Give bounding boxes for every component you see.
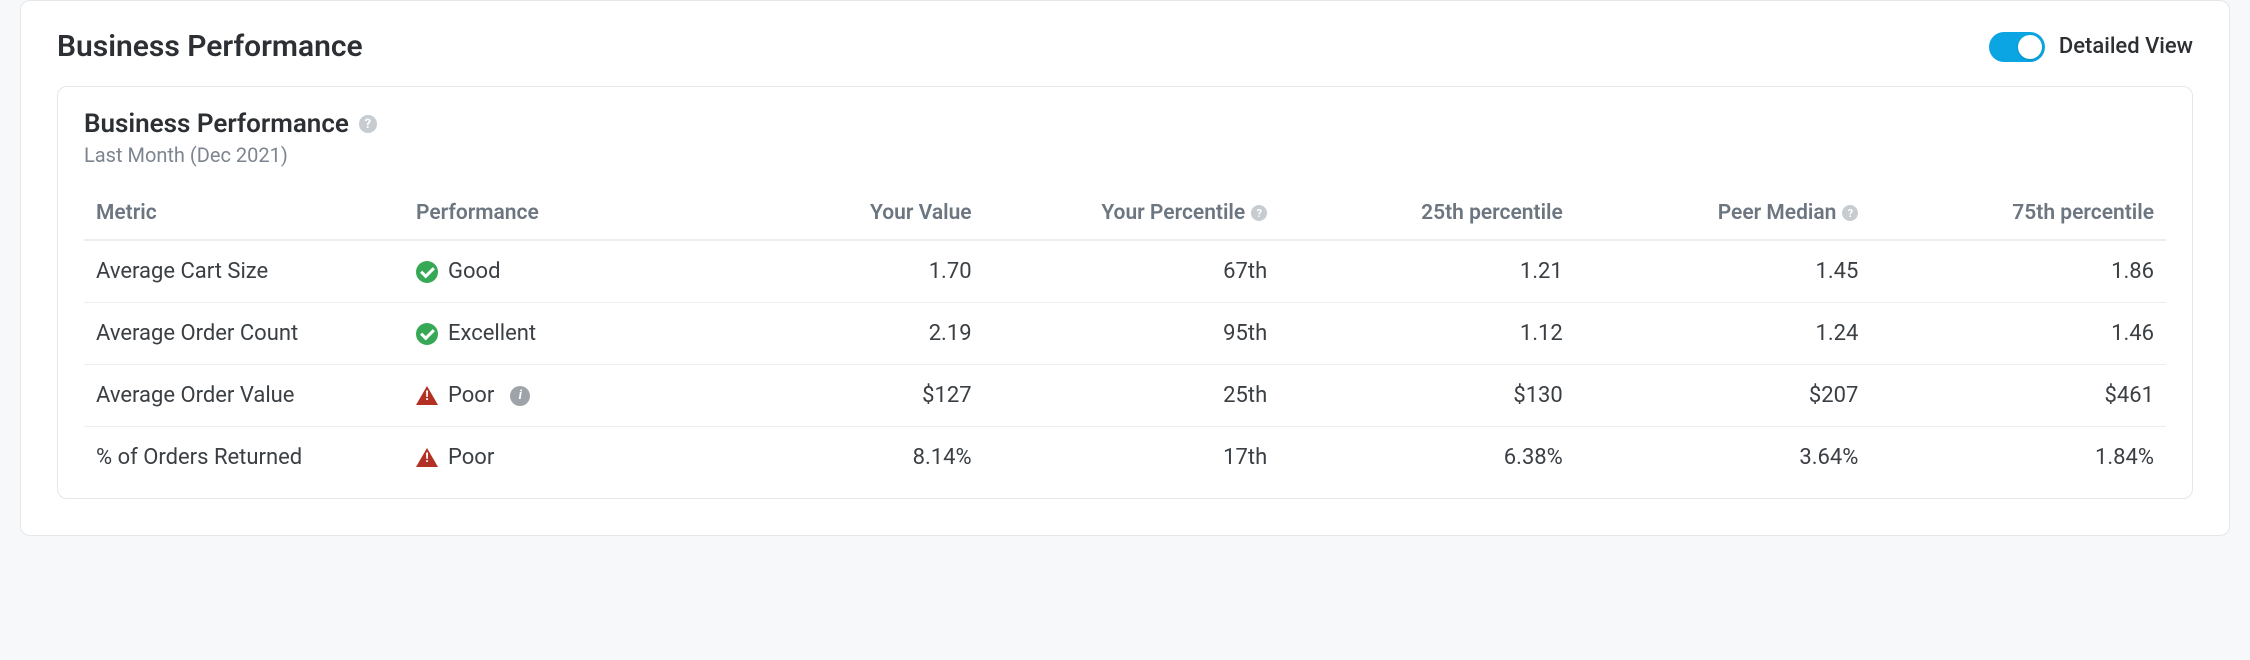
detailed-view-toggle[interactable]	[1989, 32, 2045, 62]
p25-cell: 1.12	[1267, 321, 1563, 346]
value-cell: 8.14%	[676, 445, 972, 470]
median-cell: 1.24	[1563, 321, 1859, 346]
performance-cell: Excellent	[416, 321, 676, 346]
p25-cell: $130	[1267, 383, 1563, 408]
column-header-label: Peer Median	[1718, 201, 1837, 225]
p75-cell: 1.86	[1858, 259, 2154, 284]
info-icon[interactable]: i	[510, 386, 530, 406]
toggle-knob	[2018, 35, 2042, 59]
metric-cell: Average Cart Size	[96, 259, 416, 284]
detailed-view-toggle-wrap: Detailed View	[1989, 32, 2193, 62]
percentile-cell: 67th	[972, 259, 1268, 284]
performance-label: Poor	[448, 445, 494, 470]
p75-cell: $461	[1858, 383, 2154, 408]
value-cell: 2.19	[676, 321, 972, 346]
help-icon[interactable]: ?	[1251, 205, 1267, 221]
p25-cell: 6.38%	[1267, 445, 1563, 470]
detailed-view-toggle-label: Detailed View	[2059, 34, 2193, 59]
column-header-median: Peer Median?	[1563, 201, 1859, 225]
percentile-cell: 25th	[972, 383, 1268, 408]
percentile-cell: 95th	[972, 321, 1268, 346]
value-cell: $127	[676, 383, 972, 408]
help-icon[interactable]: ?	[359, 115, 377, 133]
performance-label: Good	[448, 259, 501, 284]
card-header: Business Performance Detailed View	[21, 29, 2229, 86]
check-circle-icon	[416, 323, 438, 345]
metric-cell: Average Order Value	[96, 383, 416, 408]
median-cell: 1.45	[1563, 259, 1859, 284]
performance-cell: Poor	[416, 445, 676, 470]
warning-triangle-icon	[416, 385, 438, 407]
performance-cell: Good	[416, 259, 676, 284]
check-circle-icon	[416, 261, 438, 283]
page-title: Business Performance	[57, 29, 363, 64]
p75-cell: 1.46	[1858, 321, 2154, 346]
performance-label: Excellent	[448, 321, 536, 346]
table-header-row: MetricPerformanceYour ValueYour Percenti…	[84, 187, 2166, 240]
metric-cell: % of Orders Returned	[96, 445, 416, 470]
table-row: % of Orders Returned Poor 8.14%17th6.38%3.…	[84, 426, 2166, 488]
column-header-p75: 75th percentile	[1858, 201, 2154, 225]
table-row: Average Order ValuePoori$12725th$130$207…	[84, 364, 2166, 426]
column-header-value: Your Value	[676, 201, 972, 225]
column-header-percentile: Your Percentile?	[972, 201, 1268, 225]
value-cell: 1.70	[676, 259, 972, 284]
table-row: Average Cart Size Good 1.7067th1.211.451.8…	[84, 240, 2166, 302]
table-period: Last Month (Dec 2021)	[84, 143, 2166, 167]
table-card-header: Business Performance ? Last Month (Dec 2…	[84, 109, 2166, 167]
median-cell: 3.64%	[1563, 445, 1859, 470]
column-header-metric: Metric	[96, 201, 416, 225]
warning-triangle-icon	[416, 447, 438, 469]
column-header-perf: Performance	[416, 201, 676, 225]
business-performance-card: Business Performance Detailed View Busin…	[20, 0, 2230, 536]
column-header-p25: 25th percentile	[1267, 201, 1563, 225]
p25-cell: 1.21	[1267, 259, 1563, 284]
performance-table-card: Business Performance ? Last Month (Dec 2…	[57, 86, 2193, 499]
performance-label: Poor	[448, 383, 494, 408]
metric-cell: Average Order Count	[96, 321, 416, 346]
performance-cell: Poori	[416, 383, 676, 408]
median-cell: $207	[1563, 383, 1859, 408]
table-title: Business Performance	[84, 109, 349, 139]
table-row: Average Order Count Excellent 2.1995th1.12…	[84, 302, 2166, 364]
help-icon[interactable]: ?	[1842, 205, 1858, 221]
column-header-label: Your Percentile	[1101, 201, 1245, 225]
percentile-cell: 17th	[972, 445, 1268, 470]
p75-cell: 1.84%	[1858, 445, 2154, 470]
performance-table: MetricPerformanceYour ValueYour Percenti…	[84, 187, 2166, 488]
